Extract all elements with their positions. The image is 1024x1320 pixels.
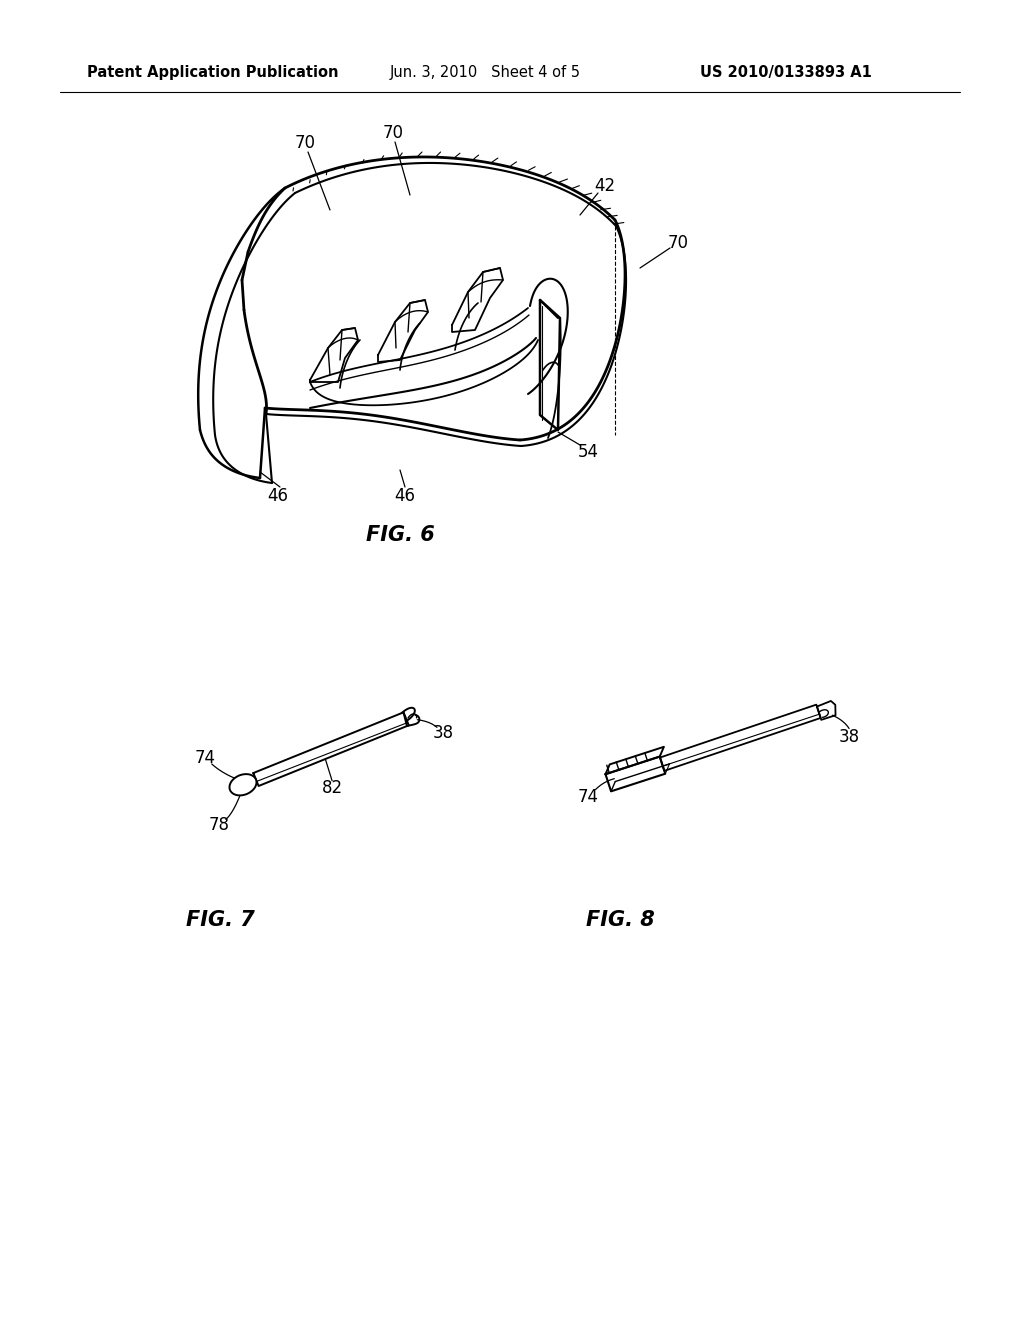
Text: FIG. 8: FIG. 8 — [586, 909, 654, 931]
Text: Jun. 3, 2010   Sheet 4 of 5: Jun. 3, 2010 Sheet 4 of 5 — [390, 65, 581, 79]
Ellipse shape — [229, 774, 256, 796]
Text: 82: 82 — [322, 779, 343, 797]
Text: 46: 46 — [394, 487, 416, 506]
Text: 54: 54 — [578, 444, 598, 461]
Text: FIG. 7: FIG. 7 — [185, 909, 254, 931]
Text: 70: 70 — [383, 124, 403, 143]
Text: 42: 42 — [595, 177, 615, 195]
Text: 78: 78 — [208, 816, 229, 834]
Text: 70: 70 — [668, 234, 688, 252]
Text: Patent Application Publication: Patent Application Publication — [87, 65, 339, 79]
Text: 70: 70 — [295, 135, 315, 152]
Text: 74: 74 — [578, 788, 599, 805]
Text: 38: 38 — [432, 725, 454, 742]
Text: US 2010/0133893 A1: US 2010/0133893 A1 — [700, 65, 871, 79]
Text: FIG. 6: FIG. 6 — [366, 525, 434, 545]
Text: 46: 46 — [267, 487, 289, 506]
Text: 38: 38 — [839, 727, 859, 746]
Text: 74: 74 — [195, 748, 215, 767]
